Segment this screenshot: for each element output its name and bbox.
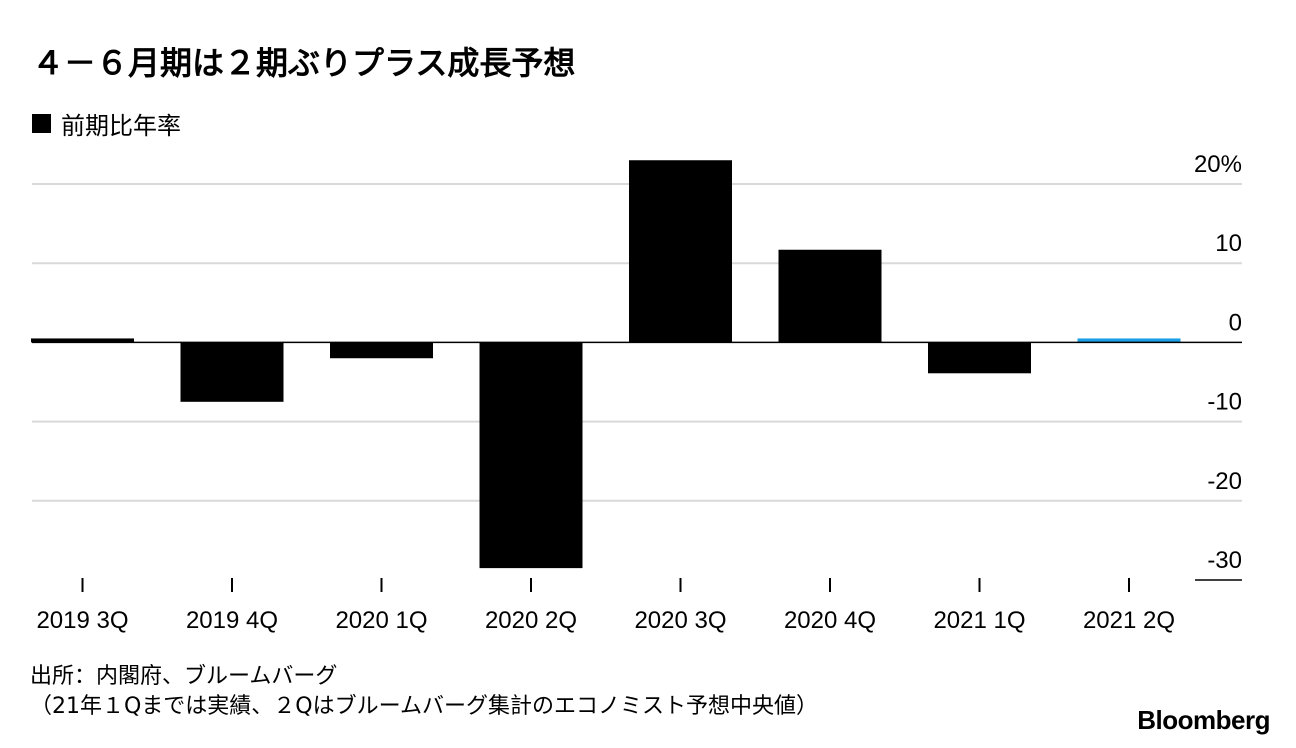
bar	[180, 342, 284, 402]
y-tick-label: 0	[1229, 309, 1242, 336]
bar	[778, 249, 882, 343]
chart-title: ４－６月期は２期ぶりプラス成長予想	[32, 44, 576, 82]
legend: 前期比年率	[32, 106, 181, 141]
y-tick-label: -10	[1207, 389, 1242, 416]
x-tick-label: 2021 2Q	[1083, 607, 1175, 634]
source-text: 出所：内閣府、ブルームバーグ	[30, 664, 338, 689]
bar	[928, 342, 1031, 374]
x-tick-label: 2020 3Q	[634, 607, 726, 634]
bloomberg-logo: Bloomberg	[1137, 705, 1270, 735]
legend-swatch	[32, 114, 51, 133]
x-tick-label: 2020 2Q	[485, 607, 577, 634]
bar	[31, 338, 134, 343]
bar	[629, 160, 732, 343]
x-tick-label: 2020 1Q	[335, 607, 427, 634]
y-tick-label: -30	[1207, 547, 1242, 574]
bar	[479, 342, 583, 569]
bar	[1077, 338, 1181, 343]
x-tick-label: 2019 3Q	[36, 607, 128, 634]
x-tick-label: 2019 4Q	[186, 607, 278, 634]
legend-label: 前期比年率	[61, 112, 181, 140]
y-tick-label: 10	[1215, 230, 1242, 257]
y-tick-label: 20%	[1194, 151, 1242, 178]
note-text: （21年１Qまでは実績、２Qはブルームバーグ集計のエコノミスト予想中央値）	[30, 694, 818, 719]
x-tick-label: 2020 4Q	[784, 607, 876, 634]
x-tick-label: 2021 1Q	[933, 607, 1025, 634]
bar	[330, 342, 433, 359]
y-tick-label: -20	[1207, 468, 1242, 495]
